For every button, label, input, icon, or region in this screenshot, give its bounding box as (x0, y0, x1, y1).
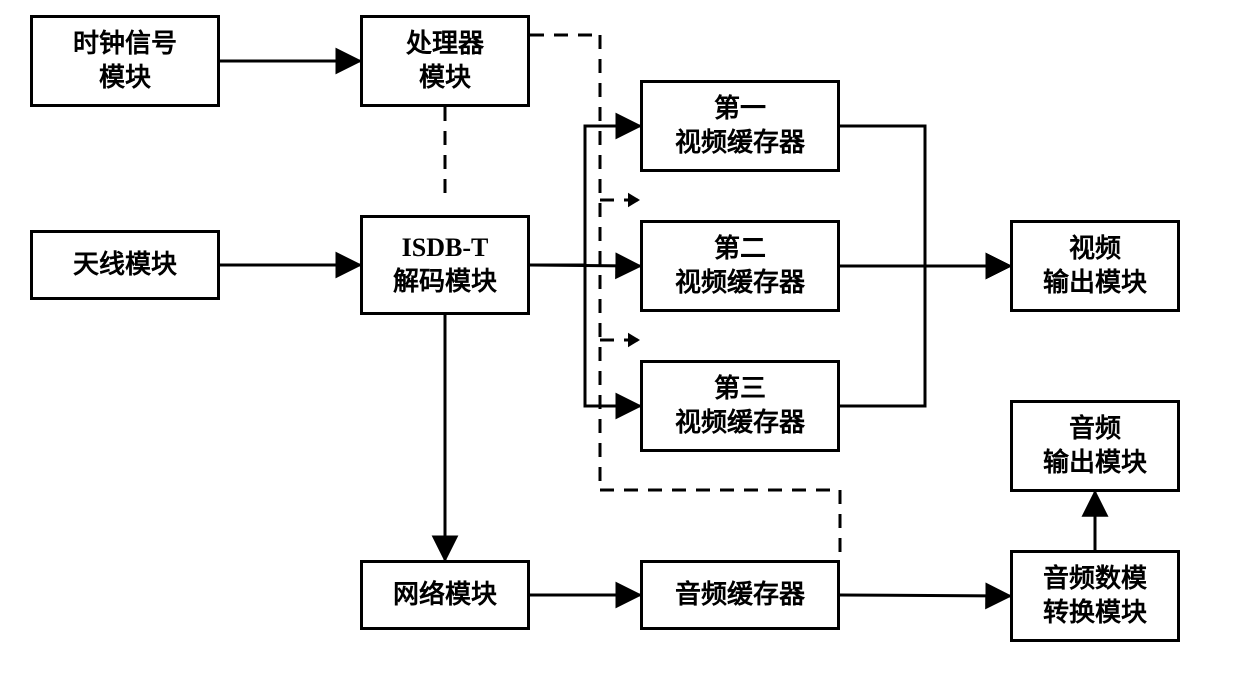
node-adac: 音频数模转换模块 (1010, 550, 1180, 642)
edge-isdbt-vbuf3 (530, 265, 640, 406)
node-vout: 视频输出模块 (1010, 220, 1180, 312)
dashed-arrowhead (628, 193, 640, 207)
node-clock: 时钟信号模块 (30, 15, 220, 107)
node-label: 音频输出模块 (1043, 412, 1147, 480)
node-vbuf2: 第二视频缓存器 (640, 220, 840, 312)
node-label: 第二视频缓存器 (675, 232, 805, 300)
node-label: 处理器模块 (406, 27, 484, 95)
edge-isdbt-vbuf2 (530, 265, 640, 266)
node-label: 第三视频缓存器 (675, 372, 805, 440)
node-vbuf3: 第三视频缓存器 (640, 360, 840, 452)
edge-isdbt-vbuf1 (530, 126, 640, 265)
node-aout: 音频输出模块 (1010, 400, 1180, 492)
node-abuf: 音频缓存器 (640, 560, 840, 630)
node-antenna: 天线模块 (30, 230, 220, 300)
edge-vbuf1-vout (840, 126, 1010, 266)
node-proc: 处理器模块 (360, 15, 530, 107)
dashed-arrowhead (628, 333, 640, 347)
node-label: 时钟信号模块 (73, 27, 177, 95)
edge-vbuf3-vout (840, 266, 1010, 406)
node-label: 网络模块 (393, 578, 497, 612)
node-net: 网络模块 (360, 560, 530, 630)
node-isdbt: ISDB-T解码模块 (360, 215, 530, 315)
node-label: 音频缓存器 (675, 578, 805, 612)
node-label: 第一视频缓存器 (675, 92, 805, 160)
node-label: 音频数模转换模块 (1043, 562, 1147, 630)
node-label: 天线模块 (73, 248, 177, 282)
edge-abuf-adac (840, 595, 1010, 596)
node-vbuf1: 第一视频缓存器 (640, 80, 840, 172)
node-label: ISDB-T解码模块 (393, 231, 497, 299)
node-label: 视频输出模块 (1043, 232, 1147, 300)
